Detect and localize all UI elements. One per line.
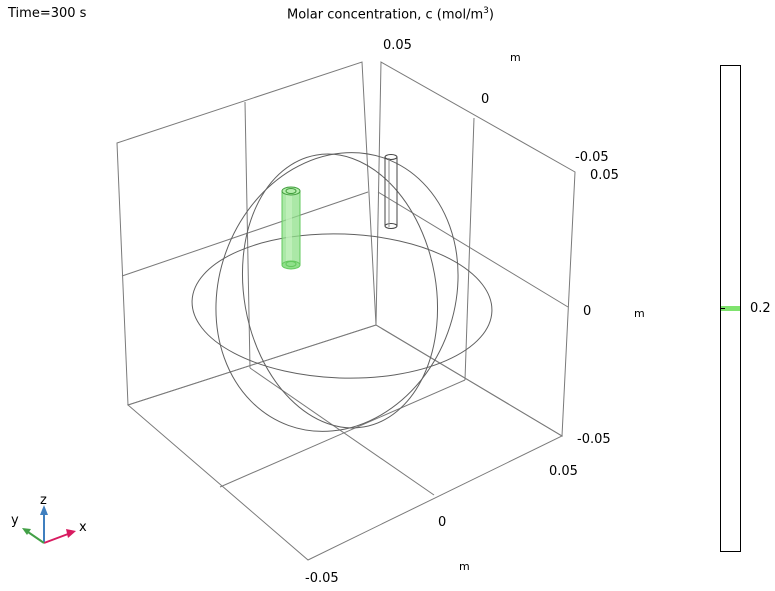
floor-grid-1 <box>249 367 435 496</box>
axis-tick-label: 0.05 <box>590 168 619 183</box>
colorbar-value-marker <box>721 306 740 311</box>
triad-x-arrowhead <box>66 529 76 538</box>
triad-y-label: y <box>11 513 19 528</box>
left-panel-vertical-grid <box>244 101 251 369</box>
sphere-meridian-ring-a <box>241 153 439 429</box>
left-panel-horizontal-grid <box>121 191 369 277</box>
colorbar <box>720 65 741 552</box>
triad-x-axis <box>43 533 69 544</box>
axis-tick-label: 0 <box>438 515 447 530</box>
triad-z-arrowhead <box>40 505 48 515</box>
cylinder-highlight <box>286 194 292 262</box>
plot-title-prefix: Molar concentration, c (mol/m <box>287 7 484 23</box>
right-panel-horizontal-grid <box>377 191 569 308</box>
cylinder-outline <box>384 154 398 229</box>
plot-title-suffix: ) <box>488 7 494 23</box>
axis-tick-label: -0.05 <box>577 432 611 447</box>
triad-z-label: z <box>40 493 47 508</box>
axis-unit-label: m <box>459 560 470 573</box>
time-label: Time=300 s <box>8 6 87 21</box>
plot-title-superscript: 3 <box>483 6 489 16</box>
triad-x-label: x <box>79 520 87 535</box>
axis-unit-label: m <box>634 307 645 320</box>
sphere-meridian-ring-b <box>215 152 459 432</box>
right-panel-vertical-grid <box>464 117 475 381</box>
bounding-box <box>116 61 576 561</box>
cylinder-outline-bottom <box>384 223 398 229</box>
axis-tick-label: 0.05 <box>549 464 578 479</box>
colorbar-value-label: 0.2 <box>750 301 771 316</box>
concentration-cylinder <box>281 186 301 270</box>
axis-tick-label: 0 <box>481 92 490 107</box>
axis-unit-label: m <box>510 51 521 64</box>
axis-tick-label: -0.05 <box>575 150 609 165</box>
cylinder-bottom-inner <box>285 261 297 267</box>
triad-y-axis <box>27 531 45 544</box>
sphere-wireframe <box>191 152 493 432</box>
sphere-equator-ring <box>191 233 493 379</box>
axis-tick-label: 0.05 <box>383 38 412 53</box>
plot-title: Molar concentration, c (mol/m3) <box>287 6 494 23</box>
axis-triad <box>22 505 76 544</box>
cylinder-outline-top <box>384 154 398 160</box>
cylinder-top-inner <box>285 188 297 194</box>
floor-grid-2 <box>219 379 466 488</box>
axis-tick-label: -0.05 <box>305 571 339 586</box>
triad-y-arrowhead <box>22 528 31 535</box>
back-right-panel <box>375 61 576 437</box>
floor-panel <box>126 324 564 561</box>
axis-tick-label: 0 <box>583 304 592 319</box>
cylinder-bottom-cap <box>281 260 301 270</box>
